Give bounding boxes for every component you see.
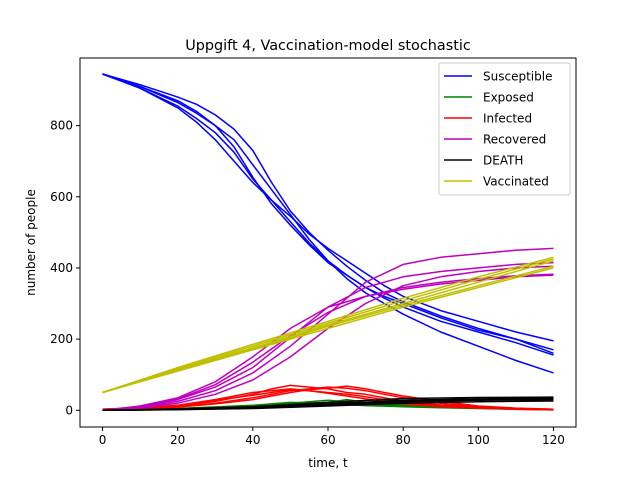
series-line-recovered-run-5 bbox=[102, 273, 554, 412]
legend-label-infected: Infected bbox=[483, 112, 532, 126]
x-tick-label: 80 bbox=[396, 433, 411, 447]
y-tick-label: 400 bbox=[50, 261, 73, 275]
x-tick-label: 40 bbox=[245, 433, 260, 447]
legend-label-vaccinated: Vaccinated bbox=[483, 175, 549, 189]
series-line-susceptible-run-5 bbox=[102, 73, 554, 374]
legend-label-exposed: Exposed bbox=[483, 91, 534, 105]
x-axis-ticks: 0 20 40 60 80 100 120 bbox=[99, 427, 565, 447]
series-layer bbox=[102, 73, 554, 412]
series-line-vaccinated-run-1 bbox=[102, 260, 554, 394]
series-line-susceptible-run-1 bbox=[102, 73, 554, 356]
series-line-death-run-5 bbox=[102, 398, 554, 412]
legend-label-susceptible: Susceptible bbox=[483, 70, 552, 84]
series-line-susceptible-run-2 bbox=[102, 73, 554, 355]
x-axis-label: time, t bbox=[308, 456, 348, 470]
x-tick-label: 60 bbox=[320, 433, 335, 447]
y-axis-ticks: 0 200 400 600 800 bbox=[50, 119, 80, 417]
y-tick-label: 600 bbox=[50, 190, 73, 204]
series-line-recovered-run-3 bbox=[102, 274, 554, 412]
y-tick-label: 200 bbox=[50, 332, 73, 346]
series-line-vaccinated-run-5 bbox=[102, 258, 554, 394]
x-tick-label: 120 bbox=[542, 433, 565, 447]
series-line-susceptible-run-4 bbox=[102, 73, 554, 351]
y-axis-label: number of people bbox=[24, 189, 38, 296]
y-tick-label: 800 bbox=[50, 119, 73, 133]
x-tick-label: 100 bbox=[467, 433, 490, 447]
chart-title: Uppgift 4, Vaccination-model stochastic bbox=[185, 38, 471, 54]
series-line-recovered-run-2 bbox=[102, 247, 554, 412]
legend: Susceptible Exposed Infected Recovered DEATH… bbox=[438, 62, 571, 196]
y-tick-label: 0 bbox=[65, 403, 73, 417]
x-tick-label: 0 bbox=[99, 433, 107, 447]
series-line-susceptible-run-3 bbox=[102, 73, 554, 342]
x-tick-label: 20 bbox=[170, 433, 185, 447]
series-line-vaccinated-run-4 bbox=[102, 265, 554, 394]
legend-label-death: DEATH bbox=[483, 154, 523, 168]
legend-label-recovered: Recovered bbox=[483, 133, 546, 147]
legend-frame bbox=[438, 62, 571, 196]
series-line-infected-run-5 bbox=[102, 388, 554, 411]
